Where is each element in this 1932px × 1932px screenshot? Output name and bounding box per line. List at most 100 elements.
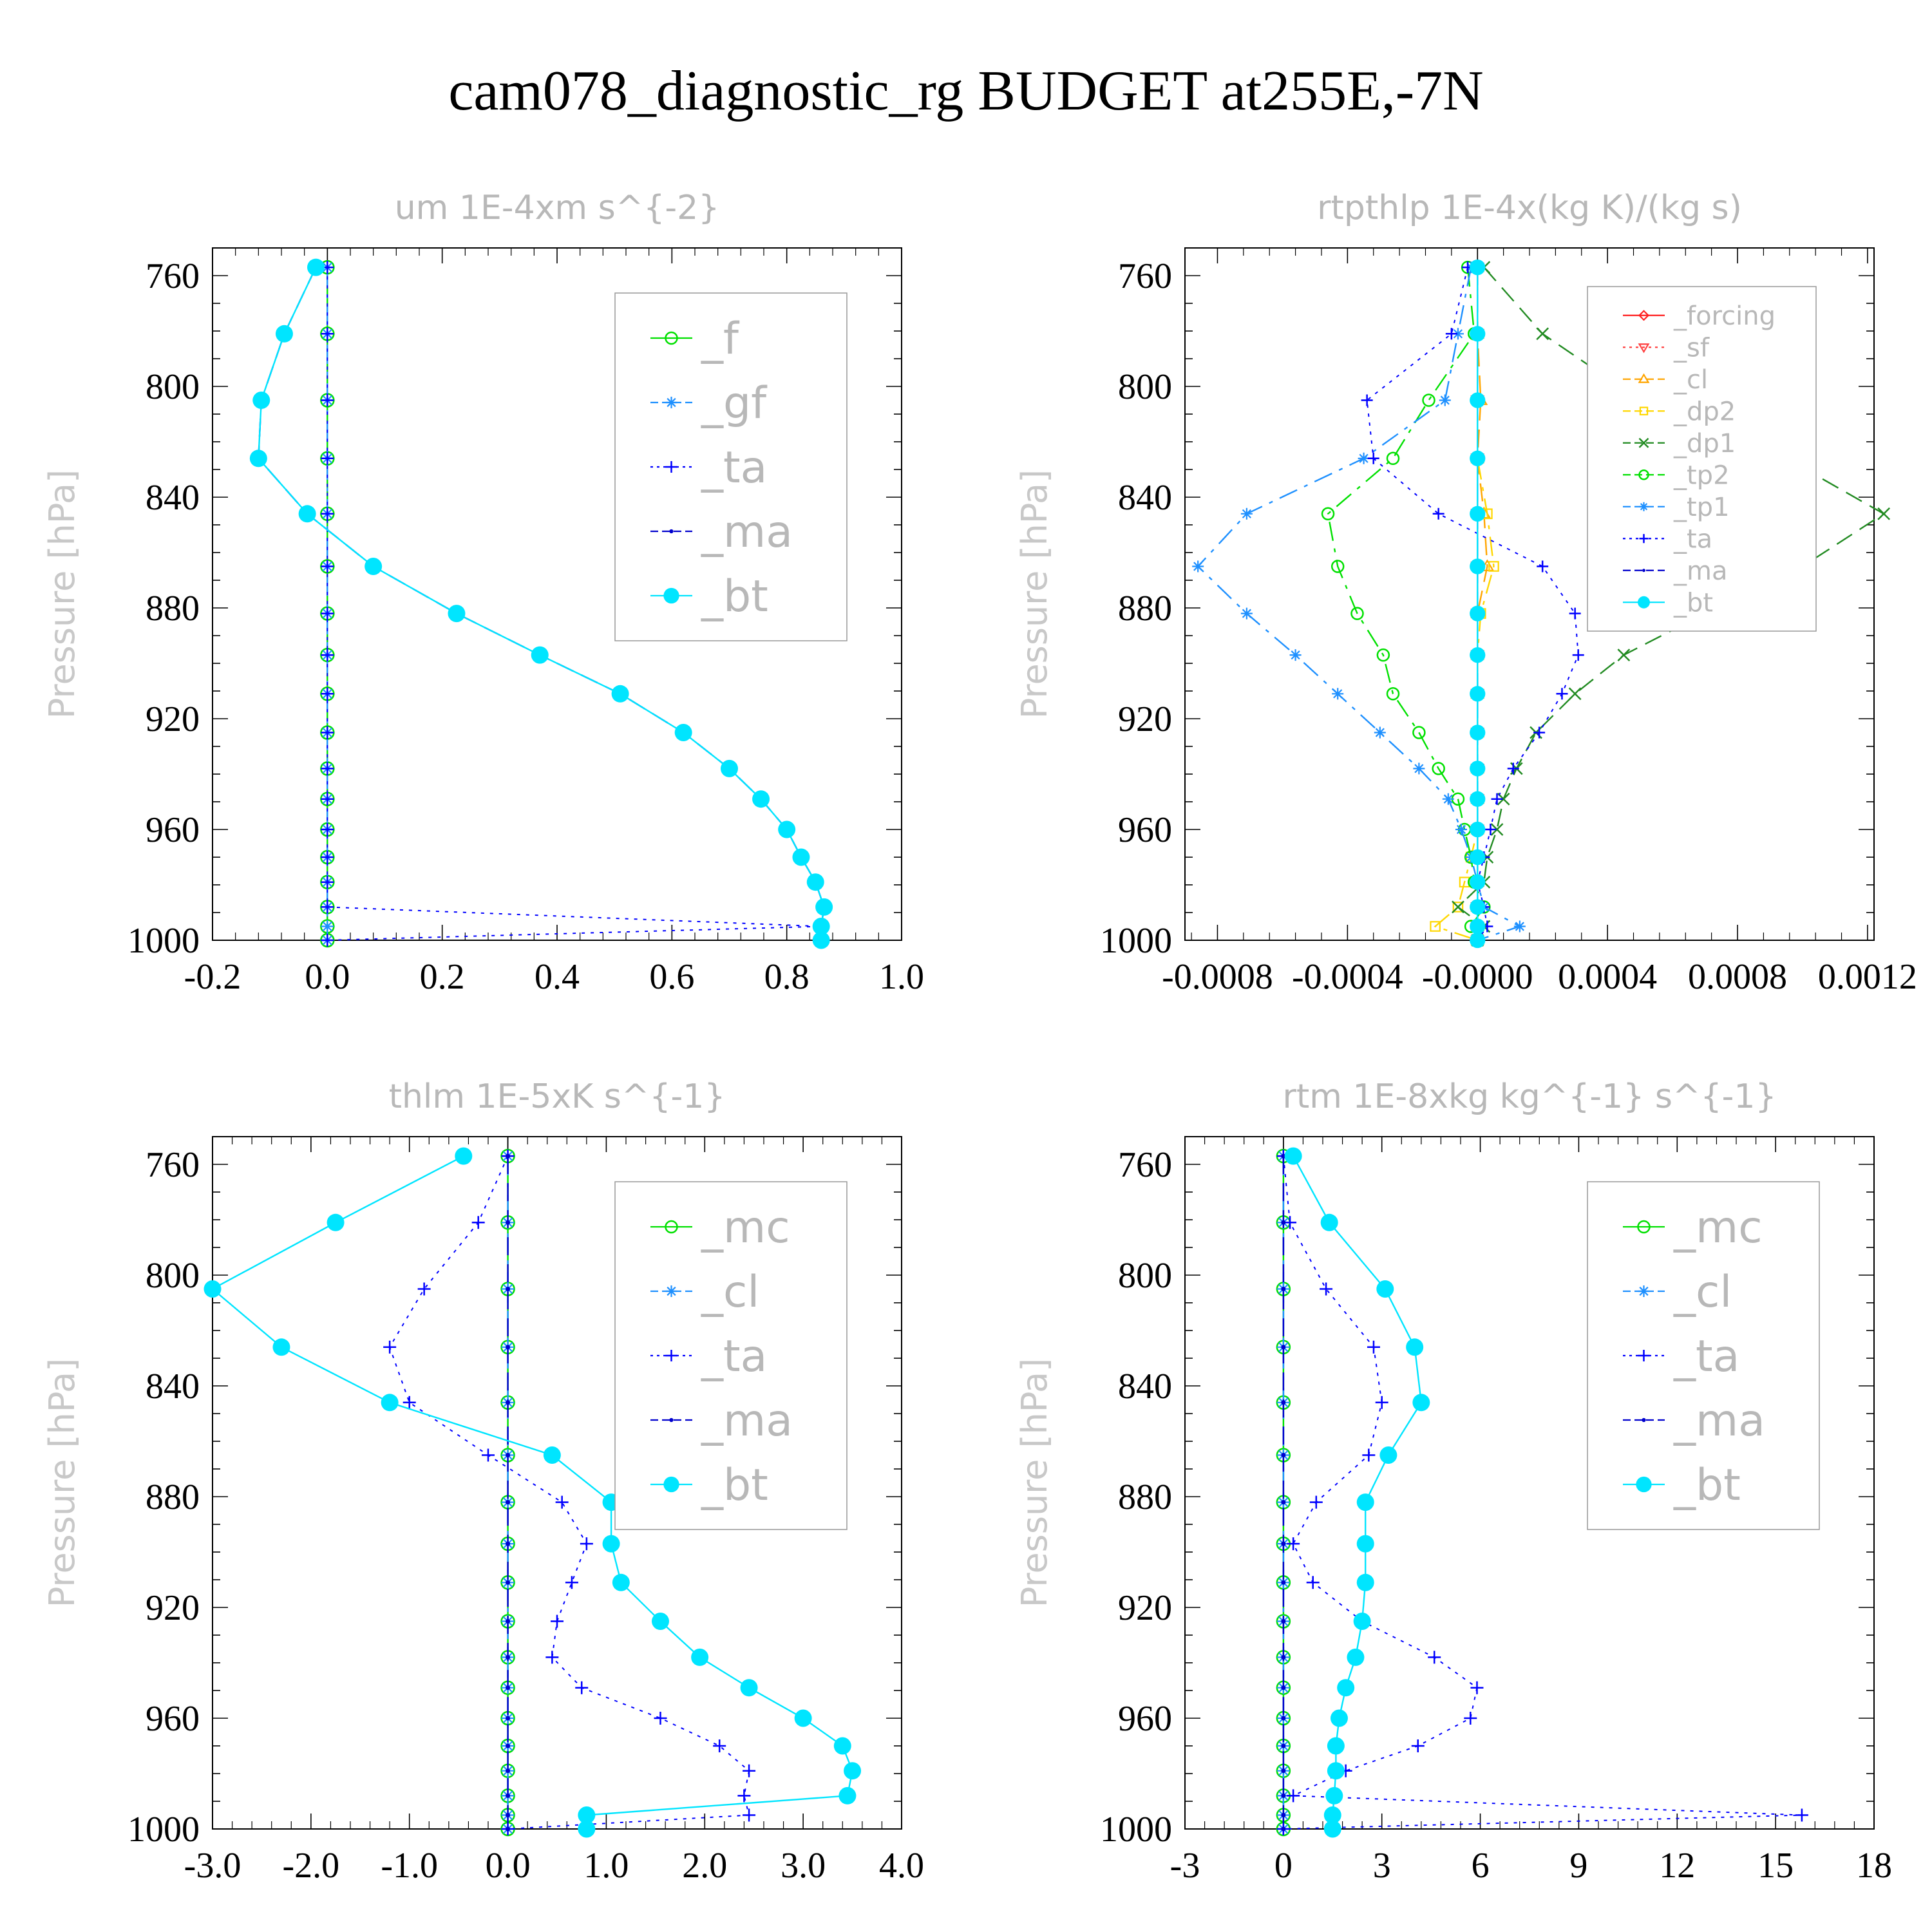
legend-marker [663,587,679,604]
data-point [1358,452,1370,464]
data-point [321,920,334,933]
data-point [1376,1280,1394,1298]
legend-label: _bt [701,571,768,622]
data-point [1240,607,1253,620]
data-point [1432,762,1445,775]
data-point [792,848,810,866]
data-point [1283,1216,1297,1229]
legend-label: _bt [701,1460,768,1511]
data-point [1284,1147,1302,1165]
legend-label: _cl [1673,1267,1732,1318]
data-point [506,1654,511,1660]
data-point [1320,1213,1338,1231]
data-point [844,1762,862,1780]
x-tick-label: 15 [1757,1846,1794,1886]
legend-box [1587,1181,1820,1530]
legend-label: _ma [1673,556,1727,586]
series-ta [321,261,828,947]
y-tick-label: 1000 [128,1810,200,1850]
legend-label: _ta [701,442,767,493]
data-point [565,1576,578,1589]
data-point [1281,1453,1286,1457]
y-tick-label: 800 [146,367,200,407]
data-point [1406,1338,1424,1356]
y-tick-label: 960 [1118,810,1172,850]
data-point [1422,393,1435,407]
legend-label: _dp1 [1673,429,1736,459]
series-line [327,267,822,941]
data-point [737,1789,751,1803]
legend-marker [665,1285,677,1297]
data-point [1412,726,1426,739]
data-point [1470,450,1486,466]
data-point [506,1813,511,1817]
series-ta [1361,261,1584,946]
data-point [321,823,334,836]
y-tick-label: 760 [1118,256,1172,296]
data-point [1568,687,1582,701]
y-tick-label: 840 [146,478,200,518]
legend-marker [665,461,677,473]
y-tick-label: 920 [1118,1588,1172,1628]
x-tick-label: 4.0 [879,1846,924,1886]
data-point [321,687,334,701]
data-point [1513,920,1526,933]
x-tick-label: -2.0 [283,1846,340,1886]
data-point [321,649,334,662]
panel-title: rtpthlp 1E-4x(kg K)/(kg s) [1317,189,1742,227]
data-point [1281,1826,1286,1832]
data-point [1323,1820,1341,1838]
data-point [778,820,796,838]
data-point [543,1446,561,1464]
data-point [674,724,692,741]
data-point [575,1681,589,1694]
data-point [815,898,833,916]
y-axis-label: Pressure [hPa] [42,1358,82,1607]
legend-marker [1638,1350,1650,1361]
data-point [1367,452,1379,464]
legend-marker [1639,534,1649,544]
x-tick-label: -3.0 [184,1846,242,1886]
data-point [1795,1808,1808,1822]
legend-marker [1642,569,1645,573]
legend-box [614,292,848,641]
legend-label: _cl [1673,365,1708,395]
legend-label: _tp1 [1673,493,1730,522]
data-point [1470,918,1486,934]
data-point [1330,1709,1348,1727]
series-line [1293,1155,1423,1829]
data-point [506,1716,511,1721]
x-tick-label: -1.0 [381,1846,438,1886]
data-point [321,451,334,465]
x-tick-label: 1.0 [879,957,924,997]
data-point [1374,726,1386,739]
data-point [1470,647,1486,663]
data-point [321,851,334,864]
legend-label: _ma [701,507,793,558]
data-point [506,1793,511,1798]
data-point [455,1147,473,1165]
data-point [1281,1685,1286,1690]
data-point [1430,921,1441,932]
data-point [321,762,334,775]
data-point [1572,649,1584,661]
data-point [1452,900,1464,914]
data-point [1411,1739,1425,1752]
legend-marker [1642,1417,1646,1423]
x-tick-label: 0.2 [420,957,465,997]
data-point [1281,1400,1286,1405]
data-point [321,607,334,620]
data-point [1356,1493,1374,1511]
data-point [1192,560,1204,573]
legend-marker [1637,1220,1651,1234]
data-point [1386,687,1400,701]
data-point [506,1153,511,1159]
data-point [602,1535,620,1553]
data-point [1281,1768,1286,1774]
data-point [506,1768,511,1774]
data-point [1877,507,1891,520]
data-point [506,1619,511,1624]
series-line [1366,267,1579,941]
data-point [1484,824,1497,835]
x-tick-label: 0 [1274,1846,1293,1886]
